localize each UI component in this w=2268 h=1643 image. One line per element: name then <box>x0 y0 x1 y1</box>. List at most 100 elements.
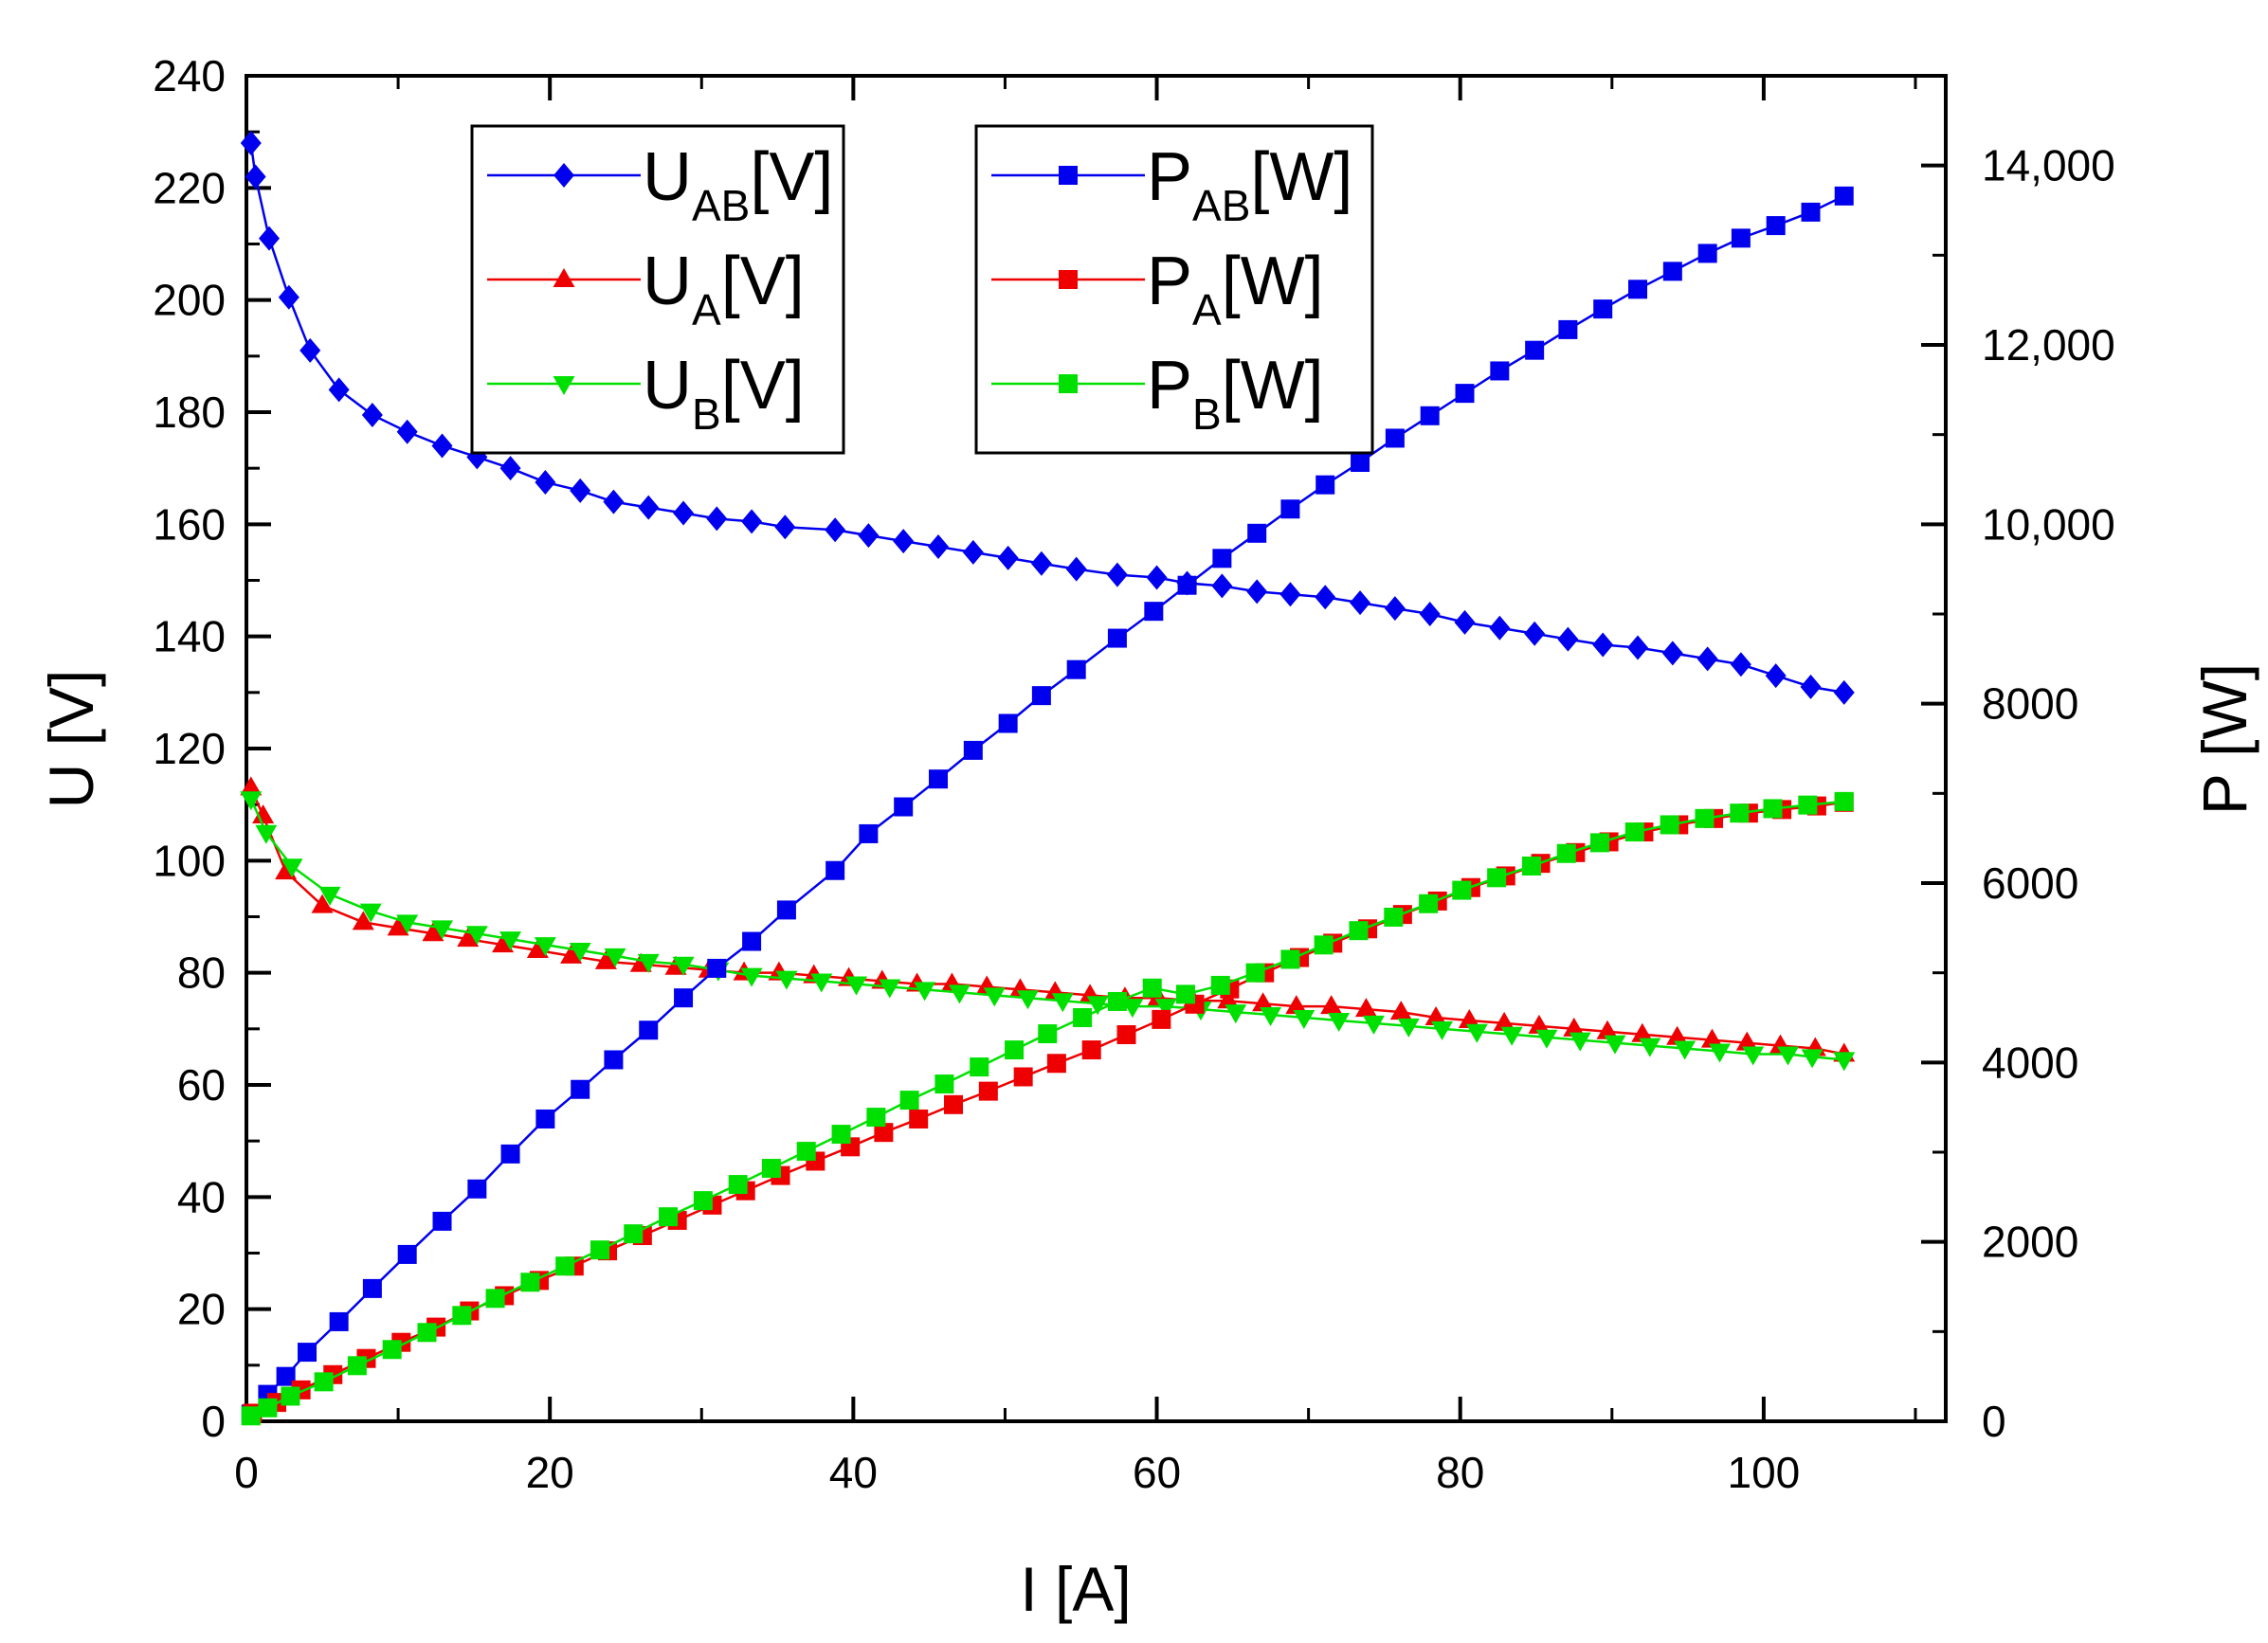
data-point <box>1419 894 1439 913</box>
y-right-tick-label: 6000 <box>1982 858 2078 908</box>
x-tick-label: 40 <box>829 1448 878 1497</box>
data-point <box>914 982 936 1002</box>
data-point <box>825 517 846 543</box>
data-point <box>352 911 374 930</box>
data-point <box>826 860 845 880</box>
data-point <box>1384 907 1404 927</box>
data-point <box>1146 565 1168 590</box>
data-point <box>1730 652 1751 677</box>
legend-entry: PA[W] <box>991 244 1324 334</box>
data-point <box>1144 602 1164 622</box>
legend-label-main: P <box>1147 139 1192 215</box>
legend-label: PA[W] <box>1147 244 1324 334</box>
data-point <box>318 886 341 906</box>
data-point <box>1424 1006 1447 1025</box>
y-axis-left-title: U [V] <box>36 670 106 809</box>
data-point <box>1315 585 1336 610</box>
data-point <box>1695 808 1715 828</box>
series-p-ab-w <box>241 186 1854 1424</box>
data-point <box>706 506 728 532</box>
data-point <box>499 931 522 951</box>
data-point <box>1420 406 1440 425</box>
legend-marker <box>553 376 575 395</box>
data-point <box>948 984 971 1004</box>
legend-label-unit: [W] <box>1222 348 1324 424</box>
legend-label-sub: A <box>692 285 721 334</box>
data-point <box>1177 575 1197 595</box>
data-point <box>1489 615 1511 641</box>
data-point <box>1293 1010 1315 1029</box>
data-point <box>569 943 591 962</box>
y-right-tick-label: 8000 <box>1982 679 2078 729</box>
data-point <box>359 903 382 923</box>
legend-label-sub: B <box>692 389 721 439</box>
data-point <box>1152 1009 1171 1029</box>
data-point <box>1624 822 1644 842</box>
data-point <box>1674 1040 1696 1060</box>
x-tick-label: 0 <box>234 1448 259 1497</box>
data-point <box>1666 1025 1689 1045</box>
y-right-tick-label: 10,000 <box>1982 499 2115 549</box>
data-point <box>1065 556 1087 582</box>
data-point <box>1801 1049 1823 1069</box>
data-point <box>1833 679 1855 705</box>
data-point <box>1252 992 1275 1012</box>
data-point <box>929 769 949 789</box>
legend-label-main: P <box>1147 348 1192 424</box>
data-point <box>962 539 984 565</box>
y-right-tick-label: 2000 <box>1982 1218 2078 1267</box>
x-tick-label: 80 <box>1436 1448 1484 1497</box>
x-axis-title: I [A] <box>1020 1554 1131 1624</box>
data-point <box>637 953 660 973</box>
data-point <box>1661 641 1683 666</box>
series-u-ab-v <box>240 131 1855 705</box>
data-point <box>1556 843 1576 863</box>
data-point <box>998 713 1018 733</box>
data-point <box>555 1256 575 1276</box>
data-point <box>431 920 454 940</box>
data-point <box>934 1074 954 1094</box>
data-point <box>1431 1020 1454 1040</box>
data-point <box>499 456 521 481</box>
data-point <box>281 1386 300 1406</box>
data-point <box>1354 998 1377 1018</box>
data-point <box>570 478 591 503</box>
legend-label: UAB[V] <box>643 139 833 230</box>
legend-voltage: UAB[V]UA[V]UB[V] <box>470 124 845 455</box>
data-point <box>707 958 727 978</box>
data-point <box>1628 280 1648 299</box>
data-point <box>1455 384 1475 404</box>
y-left-tick-label: 160 <box>153 499 226 549</box>
legend-label: UA[V] <box>643 244 805 334</box>
data-point <box>1385 428 1405 448</box>
data-point <box>298 1343 318 1363</box>
data-point <box>281 858 303 878</box>
data-point <box>1389 1001 1412 1020</box>
data-point <box>1210 975 1230 995</box>
data-point <box>1589 833 1609 853</box>
data-point <box>1696 646 1718 672</box>
data-point <box>1280 949 1300 969</box>
legend-label-sub: A <box>1192 285 1222 334</box>
data-point <box>1834 791 1854 811</box>
data-point <box>1452 880 1472 900</box>
data-point <box>535 1109 555 1128</box>
data-point <box>879 979 901 999</box>
data-point <box>328 377 350 403</box>
data-point <box>604 948 626 967</box>
legend-label-main: U <box>643 139 692 215</box>
data-point <box>740 967 763 987</box>
y-left-tick-label: 140 <box>153 612 226 661</box>
data-point <box>1086 996 1109 1016</box>
data-point <box>1730 803 1750 823</box>
series-layer <box>240 131 1856 1426</box>
data-point <box>1708 1043 1731 1063</box>
legend-frame <box>470 124 845 455</box>
data-point <box>1765 663 1787 689</box>
legend-label-sub: AB <box>1192 181 1250 230</box>
data-point <box>1639 1038 1661 1057</box>
data-point <box>831 1125 851 1145</box>
data-point <box>1081 1040 1101 1060</box>
data-point <box>397 1244 417 1264</box>
legend-label-unit: [W] <box>1250 139 1352 215</box>
